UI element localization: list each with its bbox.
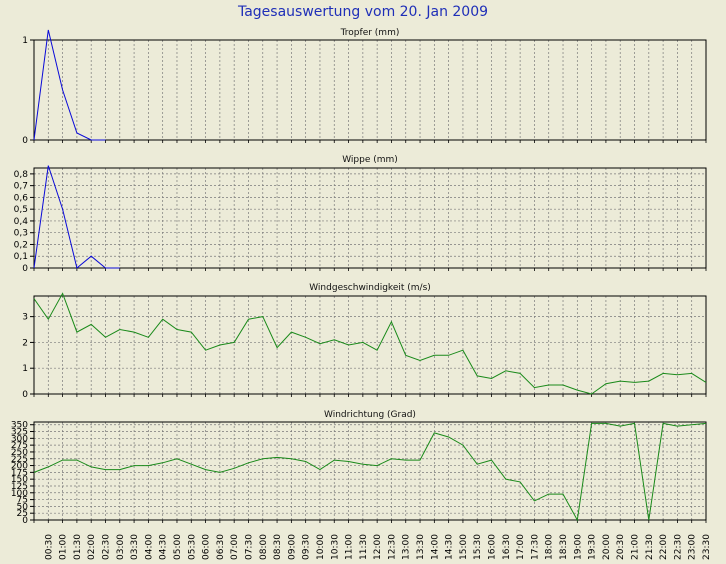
x-tick-label: 15:00 (459, 534, 469, 560)
series-line (33, 422, 707, 522)
y-tick-label: 150 (11, 475, 28, 485)
y-tick-label: 0,7 (14, 182, 28, 192)
series-line (33, 29, 106, 141)
x-tick-label: 01:00 (59, 534, 69, 560)
plot-frame (33, 295, 707, 395)
y-tick-label: 0,8 (14, 170, 29, 180)
x-tick-label: 21:30 (645, 534, 655, 560)
x-tick-label: 16:00 (488, 534, 498, 560)
x-axis-labels: 00:30 01:00 01:30 02:00 02:30 03:00 03:30 04:00… (44, 534, 712, 560)
y-tick-label: 0 (22, 264, 28, 274)
y-tick-label: 0,2 (14, 240, 28, 250)
x-tick-label: 07:30 (244, 534, 254, 560)
chart-title: Windrichtung (Grad) (324, 410, 416, 420)
x-tick-label: 22:30 (673, 534, 683, 560)
y-tick-label: 350 (11, 421, 28, 431)
x-tick-label: 19:30 (588, 534, 598, 560)
x-tick-label: 18:30 (559, 534, 569, 560)
x-tick-label: 05:00 (173, 534, 183, 560)
chart-panel-2: Wippe (mm) 0 0,1 0,20,3 0,4 0,5 0,60,7 0,8 (14, 155, 707, 274)
x-tick-label: 00:30 (44, 534, 54, 560)
x-tick-label: 23:30 (702, 534, 712, 560)
y-tick-label: 250 (11, 448, 28, 458)
x-tick-label: 16:30 (502, 534, 512, 560)
x-tick-label: 21:00 (631, 534, 641, 560)
x-tick-label: 08:00 (259, 534, 269, 560)
x-tick-label: 02:00 (87, 534, 97, 560)
x-tick-label: 03:00 (116, 534, 126, 560)
x-tick-label: 06:30 (216, 534, 226, 560)
x-tick-label: 10:00 (316, 534, 326, 560)
x-tick-label: 10:30 (330, 534, 340, 560)
chart-title: Wippe (mm) (342, 155, 398, 165)
x-tick-label: 08:30 (273, 534, 283, 560)
y-tick-label: 200 (11, 462, 28, 472)
x-tick-label: 09:00 (287, 534, 297, 560)
y-tick-label: 50 (17, 502, 29, 512)
x-tick-label: 23:00 (688, 534, 698, 560)
x-tick-label: 07:00 (230, 534, 240, 560)
plot-frame (33, 421, 707, 521)
x-tick-label: 15:30 (473, 534, 483, 560)
chart-panel-3: Windgeschwindigkeit (m/s) 0 1 2 3 (22, 283, 707, 400)
y-tick-label: 1 (22, 36, 28, 46)
y-tick-label: 0 (22, 136, 28, 146)
y-tick-label: 0,4 (14, 217, 29, 227)
chart-title: Tropfer (mm) (340, 28, 400, 38)
x-tick-label: 06:00 (202, 534, 212, 560)
series-line (33, 292, 707, 395)
x-tick-label: 22:00 (659, 534, 669, 560)
y-tick-label: 3 (22, 313, 28, 323)
x-tick-label: 13:00 (402, 534, 412, 560)
y-tick-label: 125 (11, 482, 28, 492)
chart-panel-4: Windrichtung (Grad) 025507510012515017520… (11, 410, 707, 526)
chart-panel-1: Tropfer (mm) 0 1 (22, 28, 707, 146)
y-tick-label: 1 (22, 364, 28, 374)
x-tick-label: 09:30 (302, 534, 312, 560)
y-tick-label: 0 (22, 390, 28, 400)
x-tick-label: 03:30 (130, 534, 140, 560)
x-tick-label: 14:00 (430, 534, 440, 560)
x-tick-label: 17:30 (530, 534, 540, 560)
y-tick-label: 75 (17, 496, 28, 506)
x-tick-label: 11:30 (359, 534, 369, 560)
x-tick-label: 02:30 (101, 534, 111, 560)
y-tick-label: 275 (11, 441, 28, 451)
y-tick-label: 25 (17, 509, 28, 519)
plot-frame (33, 167, 707, 269)
x-tick-label: 04:00 (144, 534, 154, 560)
page-title: Tagesauswertung vom 20. Jan 2009 (237, 4, 488, 20)
y-tick-label: 2 (22, 338, 28, 348)
x-tick-label: 20:30 (616, 534, 626, 560)
y-tick-label: 0 (22, 516, 28, 526)
y-tick-label: 300 (11, 434, 28, 444)
y-tick-label: 0,5 (14, 205, 28, 215)
x-tick-label: 05:30 (187, 534, 197, 560)
y-tick-label: 0,3 (14, 229, 28, 239)
x-tick-label: 20:00 (602, 534, 612, 560)
x-tick-label: 18:00 (545, 534, 555, 560)
x-tick-label: 14:30 (445, 534, 455, 560)
x-tick-label: 11:00 (345, 534, 355, 560)
y-tick-label: 325 (11, 428, 28, 438)
x-tick-label: 12:00 (373, 534, 383, 560)
x-tick-label: 01:30 (73, 534, 83, 560)
y-tick-label: 0,6 (14, 193, 29, 203)
series-line (33, 165, 120, 269)
x-tick-label: 17:00 (516, 534, 526, 560)
y-tick-label: 0,1 (14, 252, 28, 262)
x-tick-label: 13:30 (416, 534, 426, 560)
plot-frame (33, 39, 707, 141)
chart-title: Windgeschwindigkeit (m/s) (309, 283, 431, 293)
x-tick-label: 19:00 (573, 534, 583, 560)
x-tick-label: 04:30 (159, 534, 169, 560)
y-tick-label: 100 (11, 489, 28, 499)
x-tick-label: 12:30 (387, 534, 397, 560)
y-tick-label: 225 (11, 455, 28, 465)
y-tick-label: 175 (11, 468, 28, 478)
